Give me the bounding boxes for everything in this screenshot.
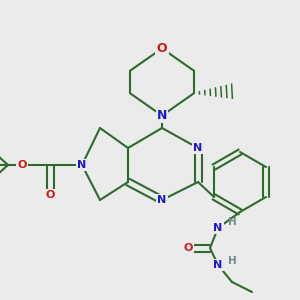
Text: N: N <box>194 143 202 153</box>
Text: N: N <box>77 160 87 170</box>
Text: O: O <box>183 243 193 253</box>
Text: H: H <box>228 217 236 227</box>
Text: O: O <box>45 190 55 200</box>
Text: O: O <box>157 42 167 55</box>
Text: N: N <box>213 223 223 233</box>
Text: N: N <box>158 195 166 205</box>
Text: H: H <box>228 256 236 266</box>
Text: N: N <box>213 260 223 270</box>
Text: N: N <box>157 109 167 122</box>
Text: O: O <box>17 160 27 170</box>
